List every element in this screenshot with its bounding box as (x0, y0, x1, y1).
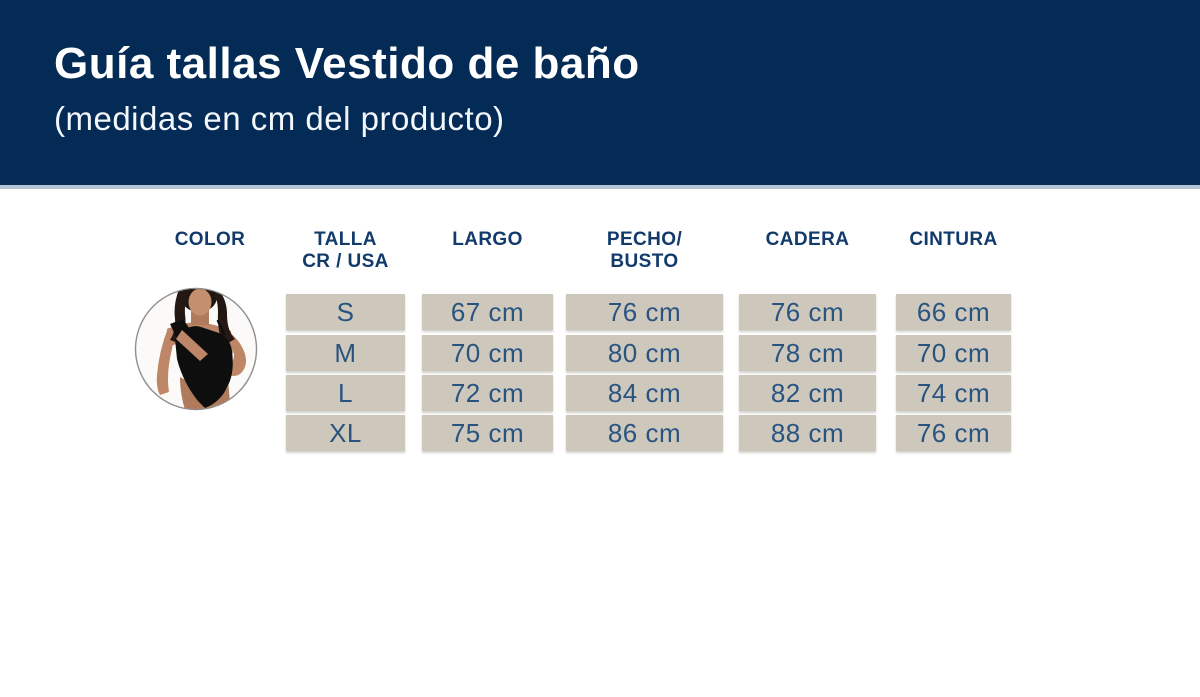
size-cell: 82 cm (739, 375, 876, 411)
size-cell: 76 cm (739, 294, 876, 330)
size-cell: 76 cm (566, 294, 723, 330)
column-header-largo: LARGO (452, 229, 523, 250)
column-header-cintura: CINTURA (909, 229, 998, 250)
column-header-color: COLOR (174, 229, 246, 250)
size-cell: 88 cm (739, 415, 876, 451)
size-cell: 78 cm (739, 335, 876, 371)
page-subtitle: (medidas en cm del producto) (54, 100, 505, 137)
column-header-talla: TALLA CR / USA (286, 229, 405, 273)
size-label-cell: L (286, 375, 405, 411)
size-cell: 70 cm (422, 335, 553, 371)
size-cell: 66 cm (896, 294, 1011, 330)
size-cell: 76 cm (896, 415, 1011, 451)
column-header-pecho-line2: BUSTO (610, 251, 679, 272)
size-cell: 80 cm (566, 335, 723, 371)
size-cell: 86 cm (566, 415, 723, 451)
size-label-cell: XL (286, 415, 405, 451)
product-photo (134, 287, 258, 411)
size-label-cell: M (286, 335, 405, 371)
size-cell: 75 cm (422, 415, 553, 451)
column-header-pecho-line1: PECHO/ (606, 229, 683, 250)
size-cell: 67 cm (422, 294, 553, 330)
page-title: Guía tallas Vestido de baño (54, 39, 640, 88)
column-header-talla-line1: TALLA (314, 229, 377, 250)
size-cell: 84 cm (566, 375, 723, 411)
header-banner: Guía tallas Vestido de baño (medidas en … (0, 0, 1200, 189)
size-cell: 70 cm (896, 335, 1011, 371)
size-label-cell: S (286, 294, 405, 330)
column-header-talla-line2: CR / USA (302, 251, 389, 272)
swimsuit-model-illustration (134, 287, 258, 411)
size-cell: 74 cm (896, 375, 1011, 411)
column-header-cadera: CADERA (765, 229, 850, 250)
size-cell: 72 cm (422, 375, 553, 411)
column-header-pecho-busto: PECHO/ BUSTO (566, 229, 723, 273)
